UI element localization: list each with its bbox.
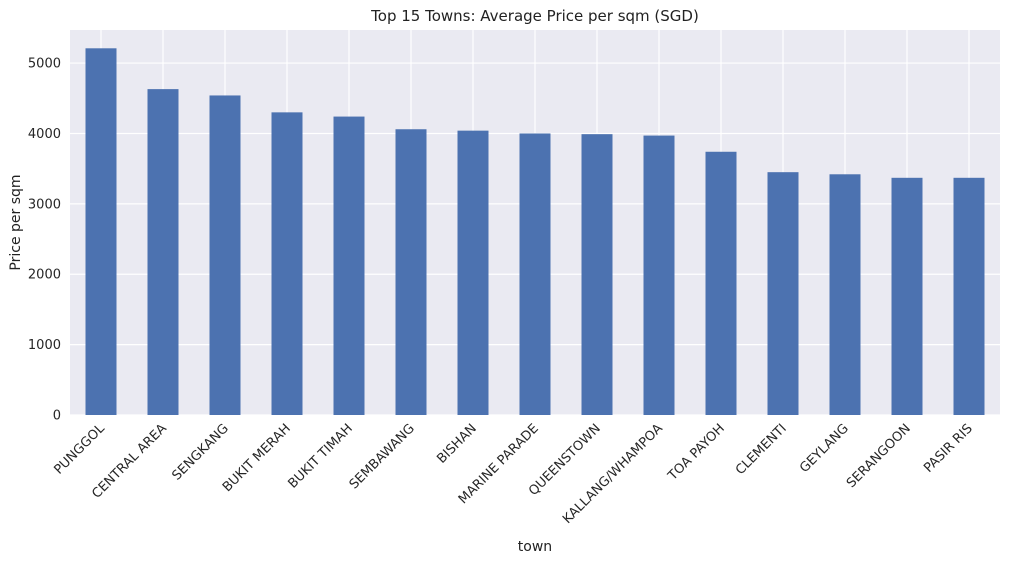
x-tick-label: SEMBAWANG [347, 421, 418, 492]
x-tick-label: KALLANG/WHAMPOA [560, 421, 666, 527]
y-tick-label: 4000 [28, 127, 61, 142]
x-tick-label: TOA PAYOH [665, 421, 728, 484]
x-tick-label: CLEMENTI [733, 421, 790, 478]
x-axis-label: town [518, 539, 552, 555]
bar [581, 134, 613, 415]
y-tick-label: 0 [53, 409, 61, 424]
bar [271, 112, 303, 415]
x-tick-label: PASIR RIS [921, 421, 976, 476]
x-tick-label: PUNGGOL [51, 421, 108, 478]
y-tick-label: 1000 [28, 338, 61, 353]
bar [891, 177, 923, 415]
bar [147, 89, 179, 415]
bar [209, 95, 241, 416]
bar [333, 116, 365, 416]
bars [85, 48, 985, 416]
y-axis-label: Price per sqm [8, 174, 24, 270]
chart-title: Top 15 Towns: Average Price per sqm (SGD… [370, 7, 699, 25]
bar [829, 174, 861, 415]
x-tick-label: SERANGOON [844, 421, 914, 491]
y-tick-label: 5000 [28, 57, 61, 72]
y-tick-label: 3000 [28, 197, 61, 212]
x-tick-label: SENGKANG [169, 421, 231, 483]
bar [643, 135, 675, 415]
bar [85, 48, 117, 416]
y-tick-labels: 0 1000 2000 3000 4000 5000 [28, 57, 61, 424]
bar [519, 133, 551, 415]
bar [953, 177, 985, 415]
bar [705, 151, 737, 416]
x-tick-label: BUKIT TIMAH [285, 421, 355, 491]
bar [457, 130, 489, 416]
bar [395, 129, 427, 415]
bar [767, 172, 799, 415]
x-tick-label: BISHAN [434, 421, 480, 467]
x-tick-label: GEYLANG [797, 421, 852, 476]
y-tick-label: 2000 [28, 268, 61, 283]
